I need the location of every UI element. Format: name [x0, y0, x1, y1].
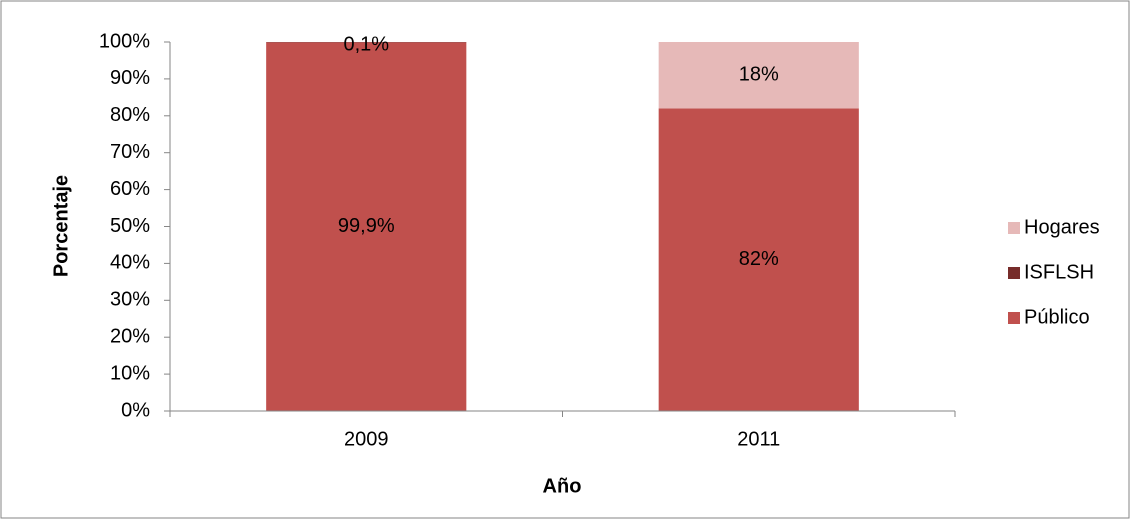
bar-segment	[266, 42, 467, 412]
y-axis-title: Porcentaje	[50, 175, 72, 277]
y-tick-label: 60%	[110, 178, 150, 200]
y-tick-label: 30%	[110, 289, 150, 311]
y-tick-label: 80%	[110, 104, 150, 126]
x-tick-label: 2011	[737, 428, 780, 450]
data-label: 18%	[739, 63, 779, 85]
y-tick-label: 0%	[121, 399, 150, 421]
y-tick-label: 40%	[110, 252, 150, 274]
legend-label: ISFLSH	[1024, 261, 1094, 283]
legend-swatch	[1008, 222, 1020, 234]
bar-segment	[658, 108, 859, 412]
x-axis-title: Año	[543, 475, 582, 497]
legend-label: Público	[1024, 306, 1090, 328]
y-tick-label: 100%	[99, 30, 150, 52]
legend-swatch	[1008, 312, 1020, 324]
legend-label: Hogares	[1024, 216, 1100, 238]
y-tick-label: 50%	[110, 215, 150, 237]
y-tick-label: 90%	[110, 67, 150, 89]
x-tick-label: 2009	[344, 428, 389, 450]
y-tick-label: 20%	[110, 325, 150, 347]
legend-swatch	[1008, 267, 1020, 279]
y-tick-label: 10%	[110, 362, 150, 384]
data-label: 82%	[739, 248, 779, 270]
data-label: 99,9%	[338, 215, 395, 237]
bar-segment	[658, 42, 859, 109]
data-label: 0,1%	[343, 33, 389, 55]
y-tick-label: 70%	[110, 141, 150, 163]
